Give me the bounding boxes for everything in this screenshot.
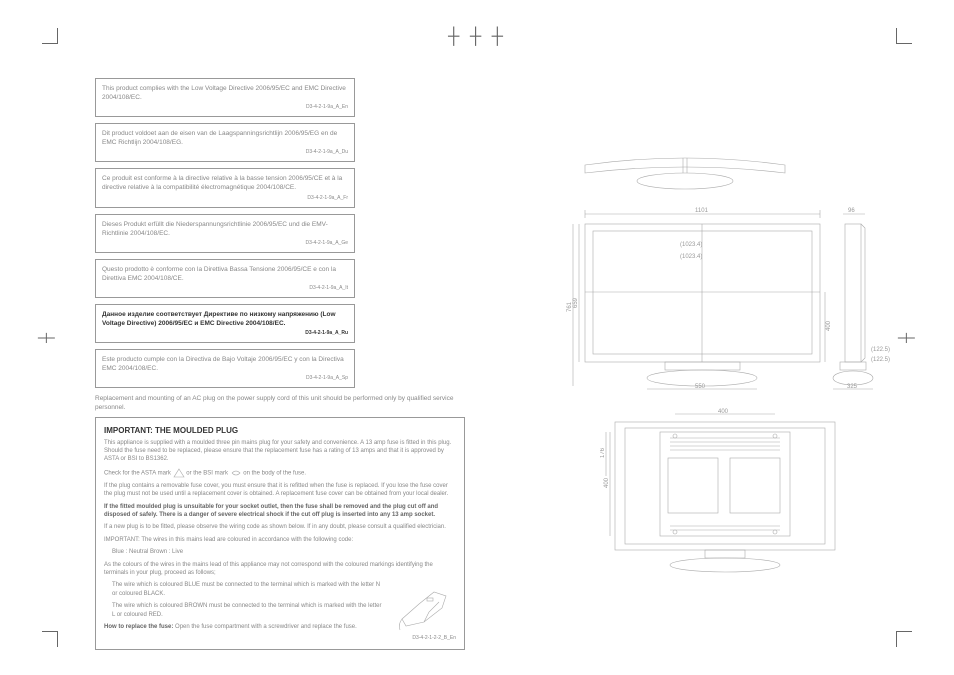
plug-para-6: IMPORTANT: The wires in this mains lead … — [104, 536, 456, 544]
compliance-box-4: Questo prodotto è conforme con la Dirett… — [95, 259, 355, 298]
plug-para-3: If the plug contains a removable fuse co… — [104, 482, 456, 499]
svg-text:(122.5): (122.5) — [871, 347, 890, 353]
svg-text:325: 325 — [847, 384, 858, 390]
svg-text:400: 400 — [604, 477, 610, 488]
compliance-box-3: Dieses Produkt erfüllt die Niederspannun… — [95, 214, 355, 253]
crop-mark-bottom-right — [892, 627, 912, 647]
crop-mark-top-left — [42, 28, 62, 48]
plug-para-1: This appliance is supplied with a moulde… — [104, 439, 456, 464]
plug-ref: D3-4-2-1-2-2_B_En — [104, 635, 456, 642]
svg-text:550: 550 — [695, 384, 706, 390]
plug-para-10: The wire which is coloured BROWN must be… — [104, 602, 384, 619]
service-notice: Replacement and mounting of an AC plug o… — [95, 394, 465, 412]
plug-title: IMPORTANT: THE MOULDED PLUG — [104, 425, 456, 436]
svg-text:176: 176 — [600, 447, 606, 458]
svg-text:(1023.4): (1023.4) — [680, 254, 702, 260]
compliance-box-2: Ce produit est conforme à la directive r… — [95, 168, 355, 207]
svg-text:(122.5): (122.5) — [871, 357, 890, 363]
plug-para-5: If a new plug is to be fitted, please ob… — [104, 523, 456, 531]
svg-text:96: 96 — [848, 208, 855, 214]
crop-mark-bottom-left — [42, 627, 62, 647]
svg-text:659: 659 — [573, 297, 579, 308]
compliance-column: This product complies with the Low Volta… — [95, 78, 355, 650]
tv-front-view: 1101 (1023.4) (1023.4) 761 659 400 550 — [565, 206, 895, 391]
moulded-plug-box: IMPORTANT: THE MOULDED PLUG This applian… — [95, 417, 465, 651]
plug-illustration — [394, 584, 454, 634]
page-content: This product complies with the Low Volta… — [95, 78, 894, 620]
registration-mark-right: ┼ — [899, 333, 915, 343]
svg-text:(1023.4): (1023.4) — [680, 242, 702, 248]
compliance-box-5: Данное изделие соответствует Директиве п… — [95, 304, 355, 343]
tv-top-view — [565, 143, 805, 193]
plug-para-8: As the colours of the wires in the mains… — [104, 561, 456, 578]
plug-para-4: If the fitted moulded plug is unsuitable… — [104, 503, 456, 520]
crop-mark-top-right — [892, 28, 912, 48]
registration-mark-left: ┼ — [39, 333, 55, 343]
compliance-box-6: Este producto cumple con la Directiva de… — [95, 349, 355, 388]
technical-drawings: 1101 (1023.4) (1023.4) 761 659 400 550 — [565, 143, 895, 578]
plug-para-7: Blue : Neutral Brown : Live — [104, 548, 456, 556]
compliance-box-0: This product complies with the Low Volta… — [95, 78, 355, 117]
svg-text:400: 400 — [718, 409, 729, 415]
tv-rear-view: 400 176 400 — [600, 408, 850, 573]
registration-mark-top: ┼ ┼ ┼ — [448, 28, 506, 46]
svg-text:400: 400 — [826, 320, 832, 331]
plug-para-2: Check for the ASTA mark or the BSI mark … — [104, 468, 456, 478]
compliance-box-1: Dit product voldoet aan de eisen van de … — [95, 123, 355, 162]
plug-para-9: The wire which is coloured BLUE must be … — [104, 581, 384, 598]
svg-text:1101: 1101 — [695, 208, 709, 214]
